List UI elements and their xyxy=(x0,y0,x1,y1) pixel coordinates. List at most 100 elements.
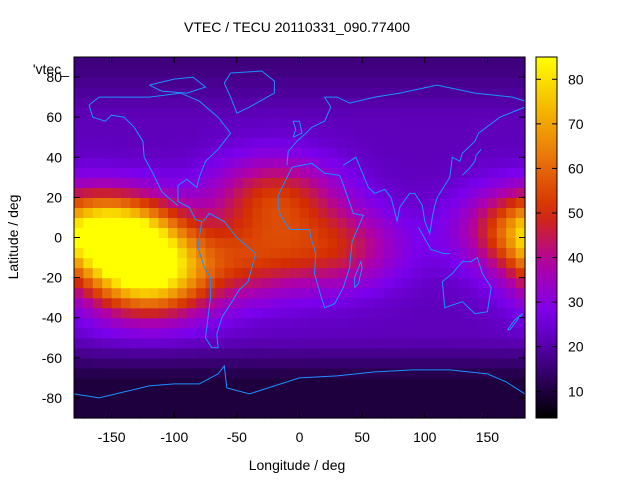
heatmap-cell xyxy=(271,217,282,229)
heatmap-cell xyxy=(421,67,432,78)
heatmap-cell xyxy=(290,97,301,108)
coastline xyxy=(292,120,303,138)
heatmap-cell xyxy=(365,377,376,389)
heatmap-cell xyxy=(374,197,385,209)
heatmap-cell xyxy=(186,337,197,349)
heatmap-cell xyxy=(374,387,385,399)
heatmap-cell xyxy=(355,297,366,309)
heatmap-cell xyxy=(365,337,376,349)
heatmap-cell xyxy=(355,277,366,289)
heatmap-cell xyxy=(459,317,470,329)
heatmap-cell xyxy=(478,257,489,269)
heatmap-cell xyxy=(421,397,432,409)
heatmap-cell xyxy=(214,127,225,138)
heatmap-cell xyxy=(214,267,225,279)
heatmap-cell xyxy=(440,77,451,88)
heatmap-cell xyxy=(243,197,254,209)
heatmap-cell xyxy=(393,97,404,108)
heatmap-cell xyxy=(308,247,319,259)
heatmap-cell xyxy=(167,347,178,359)
heatmap-cell xyxy=(431,337,442,349)
heatmap-cell xyxy=(74,107,84,118)
heatmap-cell xyxy=(421,137,432,148)
heatmap-cell xyxy=(440,337,451,349)
heatmap-cell xyxy=(167,377,178,389)
heatmap-cell xyxy=(318,347,329,359)
heatmap-cell xyxy=(337,67,348,78)
heatmap-cell xyxy=(308,97,319,108)
heatmap-cell xyxy=(449,377,460,389)
heatmap-cell xyxy=(421,257,432,269)
heatmap-cell xyxy=(440,377,451,389)
heatmap-cell xyxy=(506,297,517,309)
heatmap-cell xyxy=(149,207,160,219)
heatmap-cell xyxy=(337,87,348,98)
heatmap-cell xyxy=(102,127,113,138)
heatmap-cell xyxy=(299,317,310,329)
heatmap-cell xyxy=(299,157,310,168)
heatmap-cell xyxy=(496,357,507,369)
heatmap-cell xyxy=(261,107,272,118)
heatmap-cell xyxy=(120,307,131,319)
heatmap-cell xyxy=(478,67,489,78)
heatmap-cell xyxy=(74,157,84,168)
heatmap-cell xyxy=(243,97,254,108)
heatmap-cell xyxy=(431,407,442,419)
heatmap-cell xyxy=(130,347,141,359)
heatmap-cell xyxy=(224,107,235,118)
heatmap-cell xyxy=(130,107,141,118)
heatmap-cell xyxy=(92,97,103,108)
heatmap-cell xyxy=(214,97,225,108)
heatmap-cell xyxy=(515,357,526,369)
heatmap-cell xyxy=(412,57,423,68)
heatmap-cell xyxy=(196,147,207,158)
heatmap-cell xyxy=(365,117,376,128)
heatmap-cell xyxy=(393,87,404,98)
heatmap-cell xyxy=(74,397,84,409)
heatmap-cell xyxy=(149,367,160,379)
heatmap-cell xyxy=(290,277,301,289)
heatmap-cell xyxy=(111,267,122,279)
heatmap-cell xyxy=(158,227,169,239)
heatmap-cell xyxy=(158,177,169,188)
heatmap-cell xyxy=(487,277,498,289)
heatmap-cell xyxy=(496,177,507,188)
heatmap-cell xyxy=(83,137,94,148)
heatmap-cell xyxy=(384,367,395,379)
heatmap-cell xyxy=(365,57,376,68)
heatmap-cell xyxy=(149,237,160,249)
heatmap-cell xyxy=(139,257,150,269)
heatmap-cell xyxy=(431,87,442,98)
heatmap-cell xyxy=(478,197,489,209)
heatmap-cell xyxy=(130,357,141,369)
heatmap-cell xyxy=(478,207,489,219)
heatmap-cell xyxy=(139,177,150,188)
heatmap-cell xyxy=(130,277,141,289)
heatmap-cell xyxy=(506,147,517,158)
heatmap-cell xyxy=(83,377,94,389)
heatmap-cell xyxy=(111,287,122,299)
colorbar xyxy=(535,56,558,419)
heatmap-cell xyxy=(431,267,442,279)
heatmap-cell xyxy=(346,217,357,229)
heatmap-cell xyxy=(233,217,244,229)
heatmap-cell xyxy=(384,317,395,329)
heatmap-cell xyxy=(487,327,498,339)
heatmap-cell xyxy=(337,247,348,259)
heatmap-cell xyxy=(120,287,131,299)
heatmap-cell xyxy=(431,117,442,128)
heatmap-cell xyxy=(102,317,113,329)
coastline xyxy=(462,148,482,176)
heatmap-cell xyxy=(92,327,103,339)
heatmap-cell xyxy=(515,117,526,128)
heatmap-cell xyxy=(261,247,272,259)
heatmap-cell xyxy=(83,187,94,198)
heatmap-cell xyxy=(102,187,113,198)
heatmap-cell xyxy=(449,247,460,259)
heatmap-cell xyxy=(74,267,84,279)
heatmap-cell xyxy=(393,357,404,369)
heatmap-cell xyxy=(280,227,291,239)
heatmap-cell xyxy=(83,107,94,118)
heatmap-cell xyxy=(271,57,282,68)
heatmap-cell xyxy=(130,237,141,249)
